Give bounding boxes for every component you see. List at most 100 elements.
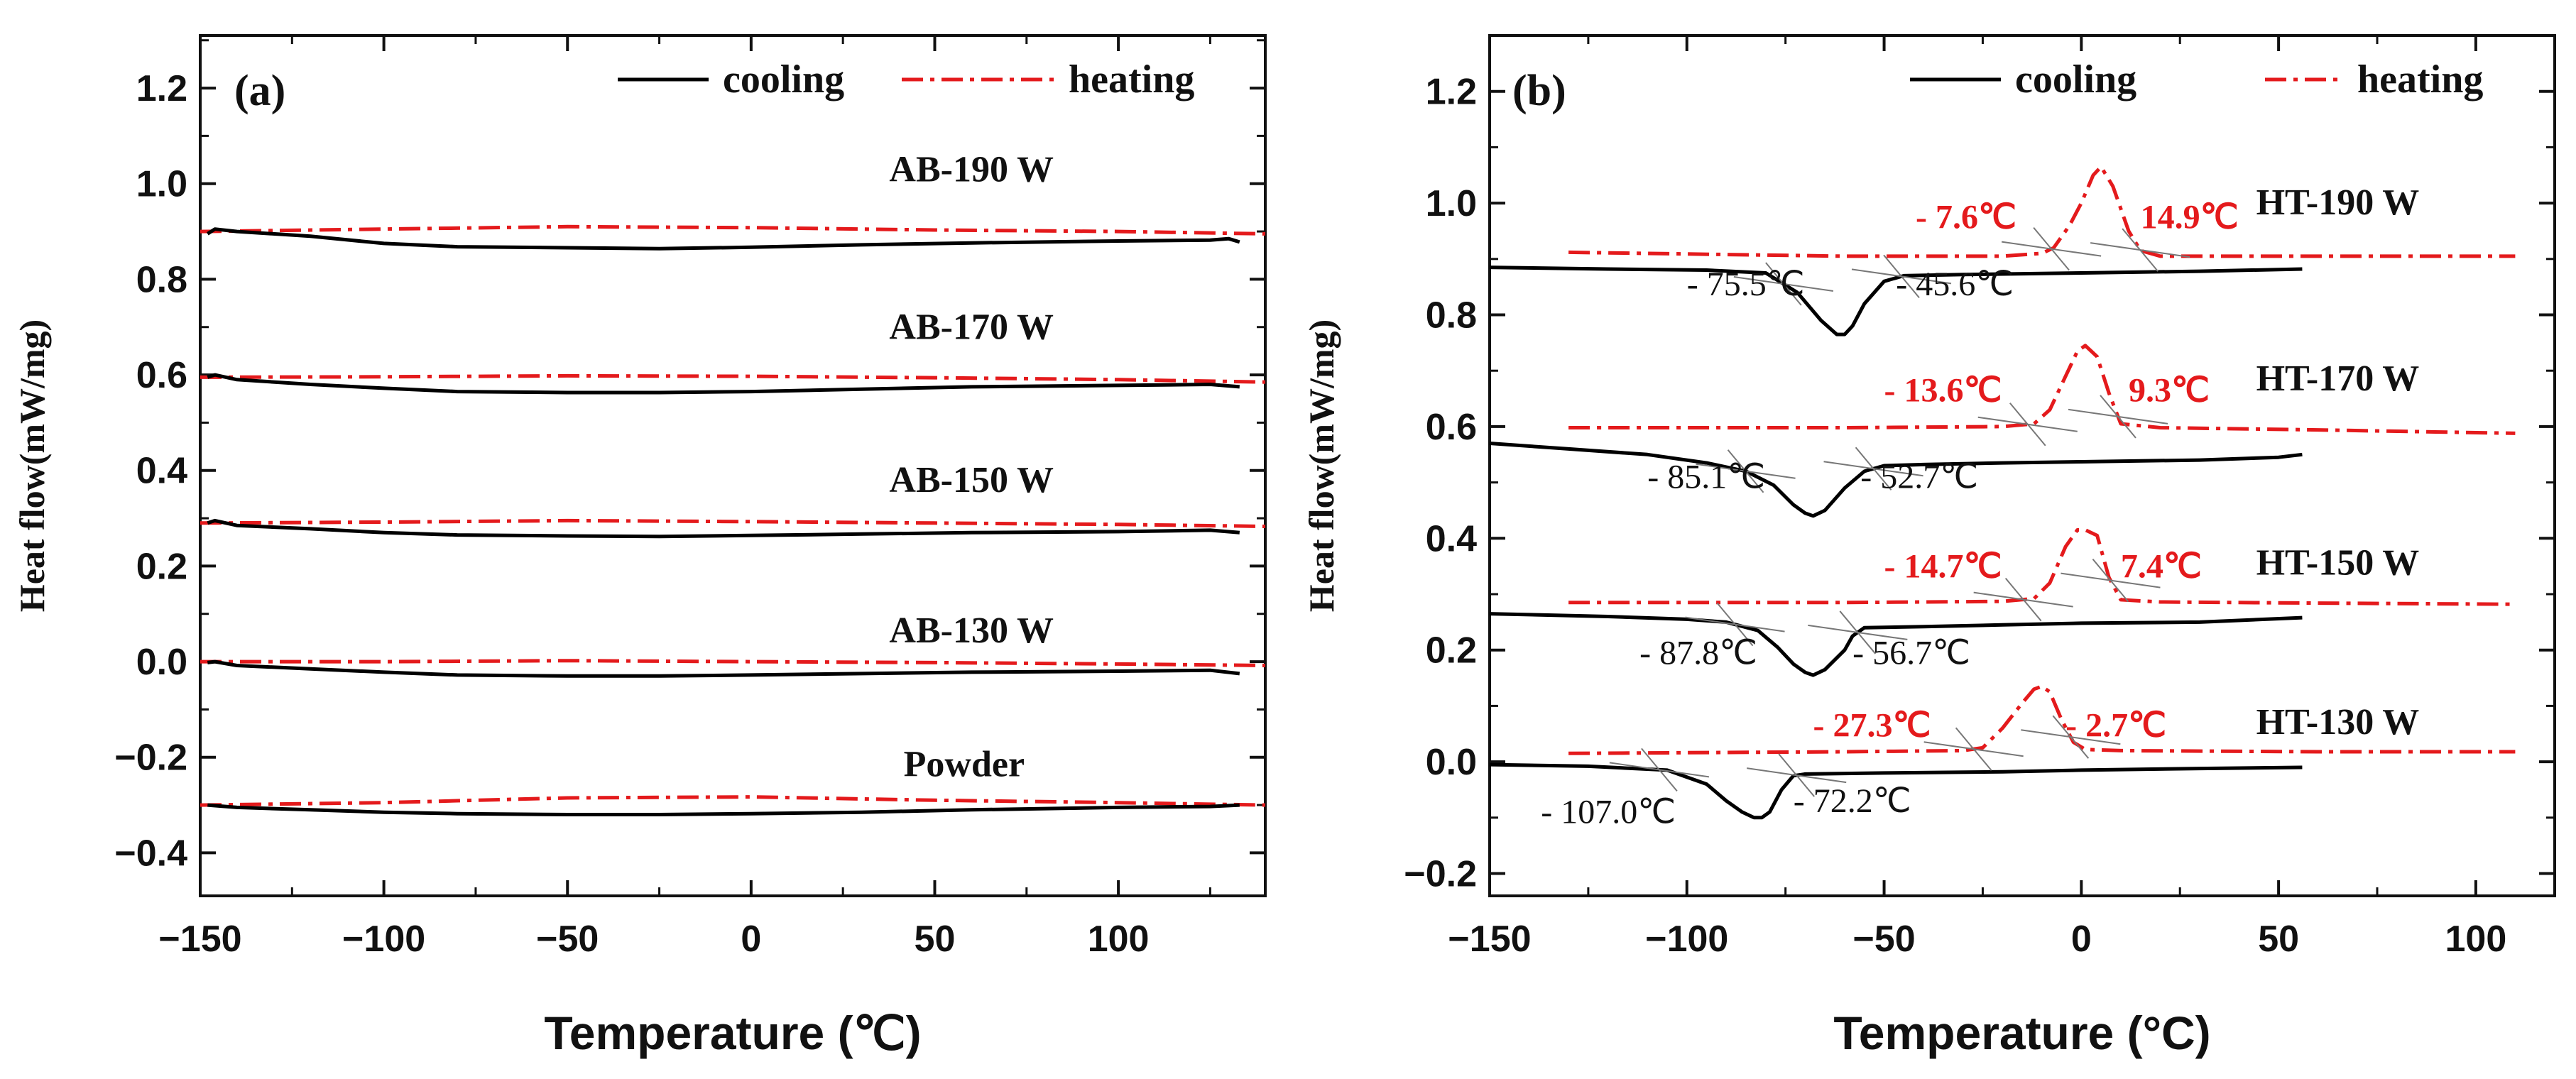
cooling-line (207, 659, 1240, 678)
heating-line (1568, 528, 2516, 606)
panel-label: (a) (234, 67, 285, 115)
y-tick-label: −0.2 (1404, 854, 1477, 895)
y-tick-label: 0.8 (136, 259, 187, 300)
series-label: AB-150 W (889, 460, 1054, 500)
y-tick-label: 0.8 (1426, 295, 1477, 336)
onset-tangent (2122, 228, 2159, 272)
series-label: HT-170 W (2256, 358, 2420, 399)
x-tick-label: 0 (741, 919, 761, 960)
y-tick-label: 1.0 (1426, 183, 1477, 224)
heating-line (1568, 344, 2516, 435)
series-label: AB-170 W (889, 307, 1054, 348)
heating-line (200, 795, 1266, 807)
y-tick-label: 0.0 (136, 642, 187, 683)
transition-annotation: - 7.6℃ (1916, 199, 2016, 236)
x-tick-label: −100 (1645, 919, 1728, 960)
series-label: AB-190 W (889, 149, 1054, 190)
x-axis-label: Temperature (℃) (544, 1007, 921, 1059)
onset-tangent (1778, 753, 1815, 797)
x-tick-label: −100 (342, 919, 425, 960)
onset-tangent (1883, 254, 1920, 299)
y-tick-label: 0.4 (1426, 518, 1477, 559)
x-tick-label: −50 (536, 919, 599, 960)
transition-annotation: - 87.8℃ (1639, 634, 1757, 672)
transition-annotation: - 45.6℃ (1896, 265, 2014, 303)
cooling-line (207, 518, 1240, 539)
x-tick-label: 50 (915, 919, 956, 960)
x-tick-label: 0 (2071, 919, 2092, 960)
onset-tangent (2052, 715, 2090, 759)
onset-tangent (1765, 262, 1802, 306)
transition-annotation: - 85.1℃ (1647, 458, 1765, 495)
series-label: HT-190 W (2256, 182, 2420, 223)
cooling-line (1489, 265, 2303, 336)
series-label: HT-150 W (2256, 542, 2420, 583)
onset-tangent (1727, 449, 1764, 493)
cooling-line (207, 803, 1240, 816)
legend-heating-label: heating (2357, 57, 2483, 102)
x-tick-label: 100 (1088, 919, 1150, 960)
panel-a-chart: −150 −100 −50 0 50 100 −0.4 −0.2 0.0 0.2 0.4 0.6 0.8… (12, 34, 1267, 1059)
plot-frame (199, 34, 1267, 897)
y-axis-label: Heat flow(mW/mg) (1301, 319, 1341, 612)
transition-annotation: 7.4℃ (2121, 547, 2202, 585)
onset-tangent (2009, 402, 2046, 447)
y-tick-label: 1.2 (136, 68, 187, 109)
y-tick-label: −0.4 (114, 833, 187, 874)
y-tick-label: 0.6 (1426, 407, 1477, 448)
x-tick-label: −150 (158, 919, 241, 960)
transition-annotation: - 52.7℃ (1860, 458, 1978, 495)
transition-annotation: - 13.6℃ (1884, 371, 2002, 409)
y-tick-label: 0.6 (136, 355, 187, 396)
onset-tangent (1955, 727, 1992, 771)
heating-line (1568, 165, 2516, 258)
cooling-line (207, 373, 1240, 395)
cooling-line (206, 227, 1240, 251)
transition-annotation: - 107.0℃ (1541, 794, 1676, 831)
x-tick-label: 100 (2445, 919, 2507, 960)
onset-tangent (2004, 577, 2042, 622)
transition-annotation: - 56.7℃ (1852, 634, 1970, 672)
onset-tangent (2100, 395, 2136, 439)
heating-line (200, 224, 1266, 236)
y-tick-label: 1.2 (1426, 72, 1477, 113)
y-tick-label: 0.0 (1426, 742, 1477, 783)
x-tick-label: −50 (1852, 919, 1915, 960)
onset-tangent (1641, 747, 1678, 792)
series-label: HT-130 W (2256, 702, 2420, 743)
series-label: AB-130 W (889, 610, 1054, 651)
transition-annotation: - 27.3℃ (1813, 707, 1931, 745)
cooling-line (1489, 762, 2303, 820)
heating-line (200, 373, 1266, 384)
y-tick-label: 0.2 (1426, 630, 1477, 672)
y-tick-label: −0.2 (114, 738, 187, 779)
transition-annotation: - 2.7℃ (2065, 707, 2166, 745)
transition-annotation: - 72.2℃ (1794, 782, 1911, 820)
panel-b-chart: −150 −100 −50 0 50 100 −0.2 0.0 0.2 0.4 0.6 0.8 1.0 1… (1301, 34, 2556, 1059)
legend-cooling-label: cooling (723, 57, 844, 102)
transition-annotation: - 75.5℃ (1687, 265, 1805, 303)
series-label: Powder (904, 745, 1025, 785)
x-axis-label: Temperature (°C) (1833, 1007, 2210, 1059)
legend-heating-label: heating (1069, 57, 1194, 102)
heating-line (200, 659, 1266, 667)
legend-cooling-label: cooling (2015, 57, 2136, 102)
heating-line (200, 518, 1266, 528)
onset-tangent (1855, 447, 1892, 491)
onset-tangent (1839, 610, 1877, 654)
plot-frame (1488, 34, 2556, 897)
y-tick-label: 1.0 (136, 164, 187, 205)
cooling-line (1489, 442, 2303, 518)
onset-tangent (2033, 226, 2070, 271)
onset-tangent (2092, 558, 2129, 603)
y-tick-label: 0.4 (136, 451, 187, 492)
y-axis-label: Heat flow(mW/mg) (12, 319, 52, 612)
x-tick-label: 50 (2258, 919, 2299, 960)
onset-tangent (1716, 602, 1754, 647)
transition-annotation: - 14.7℃ (1884, 547, 2002, 585)
x-tick-label: −150 (1448, 919, 1531, 960)
transition-annotation: 14.9℃ (2141, 199, 2239, 236)
y-tick-label: 0.2 (136, 546, 187, 587)
panel-label: (b) (1512, 67, 1566, 115)
